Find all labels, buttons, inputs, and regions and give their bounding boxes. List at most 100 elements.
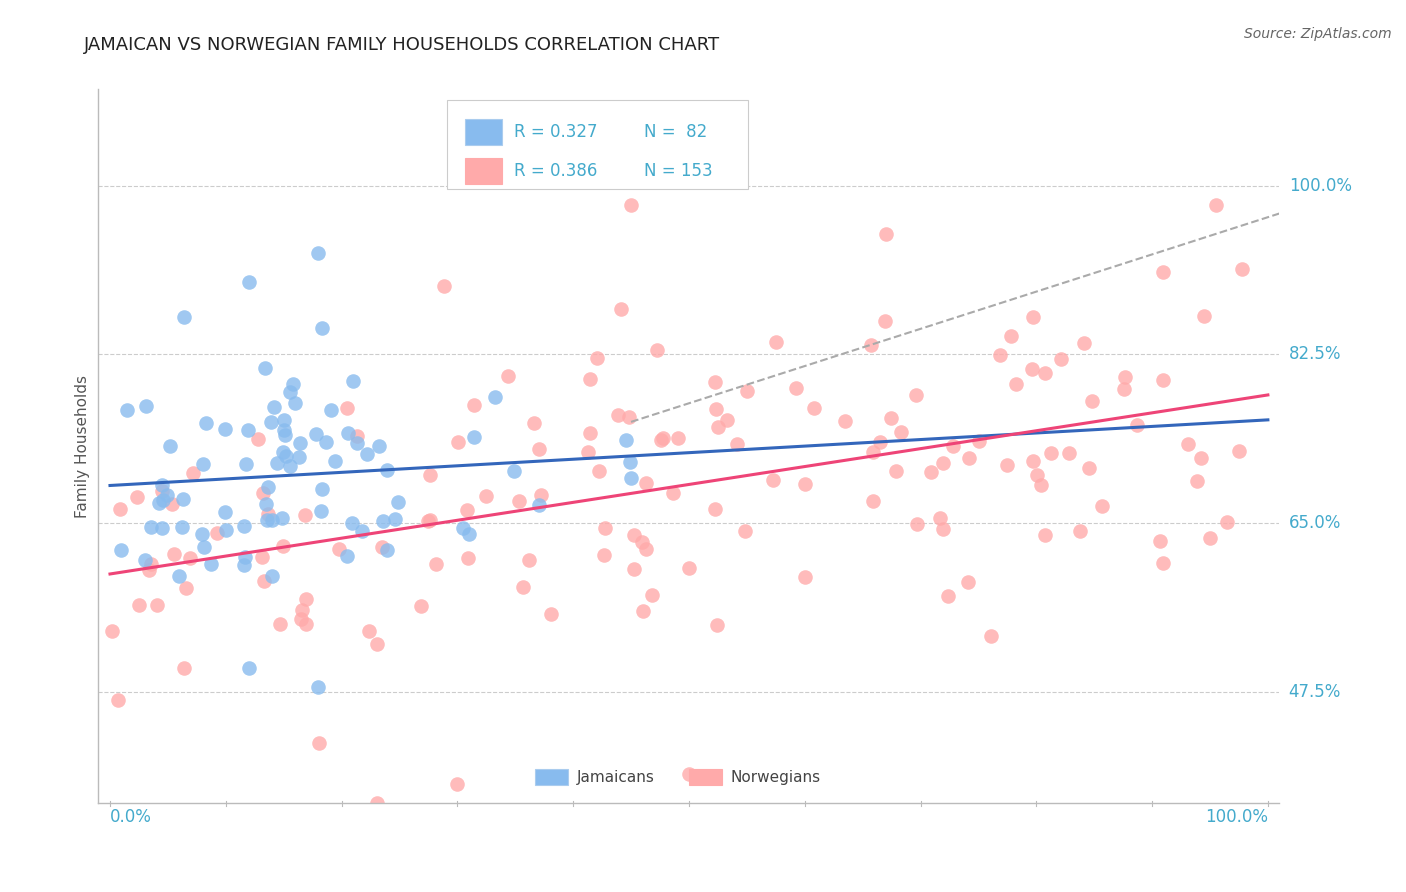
Jamaicans xyxy=(191,457,214,471)
Norwegians xyxy=(678,767,700,781)
Norwegians xyxy=(294,616,316,631)
Jamaicans xyxy=(278,458,301,473)
Norwegians xyxy=(150,484,173,499)
Norwegians xyxy=(1199,531,1222,545)
Norwegians xyxy=(873,314,896,328)
Norwegians xyxy=(593,521,616,535)
Text: R = 0.327: R = 0.327 xyxy=(515,123,598,141)
Jamaicans xyxy=(315,434,337,449)
Norwegians xyxy=(957,450,980,465)
Jamaicans xyxy=(311,321,333,335)
Jamaicans xyxy=(342,375,364,389)
Norwegians xyxy=(527,442,550,456)
Norwegians xyxy=(371,540,394,554)
Jamaicans xyxy=(311,482,333,496)
Norwegians xyxy=(160,497,183,511)
Jamaicans xyxy=(276,449,298,463)
Norwegians xyxy=(862,493,884,508)
Norwegians xyxy=(678,561,700,575)
Text: 65.0%: 65.0% xyxy=(1289,514,1341,533)
Jamaicans xyxy=(346,436,368,450)
Norwegians xyxy=(661,485,683,500)
Norwegians xyxy=(1152,265,1174,279)
Norwegians xyxy=(366,796,388,810)
Jamaicans xyxy=(150,521,173,535)
Norwegians xyxy=(252,486,274,500)
Norwegians xyxy=(585,351,607,366)
Norwegians xyxy=(1126,417,1149,432)
Norwegians xyxy=(1081,393,1104,408)
Jamaicans xyxy=(340,516,363,531)
Norwegians xyxy=(1004,376,1026,391)
Norwegians xyxy=(932,522,955,536)
Norwegians xyxy=(636,541,658,556)
Norwegians xyxy=(762,473,785,487)
Norwegians xyxy=(610,302,633,317)
Jamaicans xyxy=(233,558,256,572)
Jamaicans xyxy=(457,527,479,541)
Norwegians xyxy=(1152,557,1174,571)
Norwegians xyxy=(875,227,897,241)
Norwegians xyxy=(1187,474,1209,488)
Jamaicans xyxy=(336,549,359,563)
Jamaicans xyxy=(263,400,285,414)
Norwegians xyxy=(447,435,470,450)
Text: 47.5%: 47.5% xyxy=(1289,683,1341,701)
Jamaicans xyxy=(273,428,295,442)
Jamaicans xyxy=(619,455,641,469)
Norwegians xyxy=(146,598,169,612)
Norwegians xyxy=(929,510,952,524)
Norwegians xyxy=(517,553,540,567)
Norwegians xyxy=(734,524,756,538)
Jamaicans xyxy=(254,360,277,375)
Norwegians xyxy=(704,402,727,417)
Norwegians xyxy=(100,624,122,638)
Jamaicans xyxy=(503,464,526,478)
Norwegians xyxy=(785,381,807,395)
Jamaicans xyxy=(451,521,474,535)
Jamaicans xyxy=(236,423,259,437)
Jamaicans xyxy=(377,463,399,477)
Bar xyxy=(464,120,502,145)
Norwegians xyxy=(1152,373,1174,387)
Norwegians xyxy=(540,607,562,621)
Norwegians xyxy=(359,624,381,639)
Norwegians xyxy=(269,616,291,631)
Bar xyxy=(689,769,723,785)
Jamaicans xyxy=(350,524,373,538)
Norwegians xyxy=(456,503,478,517)
Jamaicans xyxy=(283,376,305,391)
Norwegians xyxy=(869,435,891,450)
Jamaicans xyxy=(194,416,217,430)
Jamaicans xyxy=(620,471,643,485)
Norwegians xyxy=(419,468,441,483)
Jamaicans xyxy=(235,457,257,471)
Jamaicans xyxy=(307,680,329,694)
Jamaicans xyxy=(148,496,170,510)
Text: N = 153: N = 153 xyxy=(644,161,713,180)
Norwegians xyxy=(1040,446,1063,460)
Norwegians xyxy=(425,558,447,572)
Jamaicans xyxy=(110,542,132,557)
Jamaicans xyxy=(278,385,301,400)
Norwegians xyxy=(706,420,728,434)
Jamaicans xyxy=(260,416,283,430)
Norwegians xyxy=(794,570,817,584)
Jamaicans xyxy=(200,557,222,571)
Norwegians xyxy=(650,434,672,448)
Jamaicans xyxy=(139,520,162,534)
Jamaicans xyxy=(238,275,260,289)
Norwegians xyxy=(366,637,388,651)
Text: 100.0%: 100.0% xyxy=(1289,177,1351,194)
Text: N =  82: N = 82 xyxy=(644,123,707,141)
Norwegians xyxy=(419,513,441,527)
Norwegians xyxy=(890,425,912,440)
Norwegians xyxy=(942,439,965,453)
Norwegians xyxy=(253,574,276,588)
Norwegians xyxy=(1057,446,1080,460)
Norwegians xyxy=(1035,366,1057,380)
Jamaicans xyxy=(288,450,311,464)
Norwegians xyxy=(291,602,314,616)
Jamaicans xyxy=(135,399,157,413)
Norwegians xyxy=(592,549,614,563)
